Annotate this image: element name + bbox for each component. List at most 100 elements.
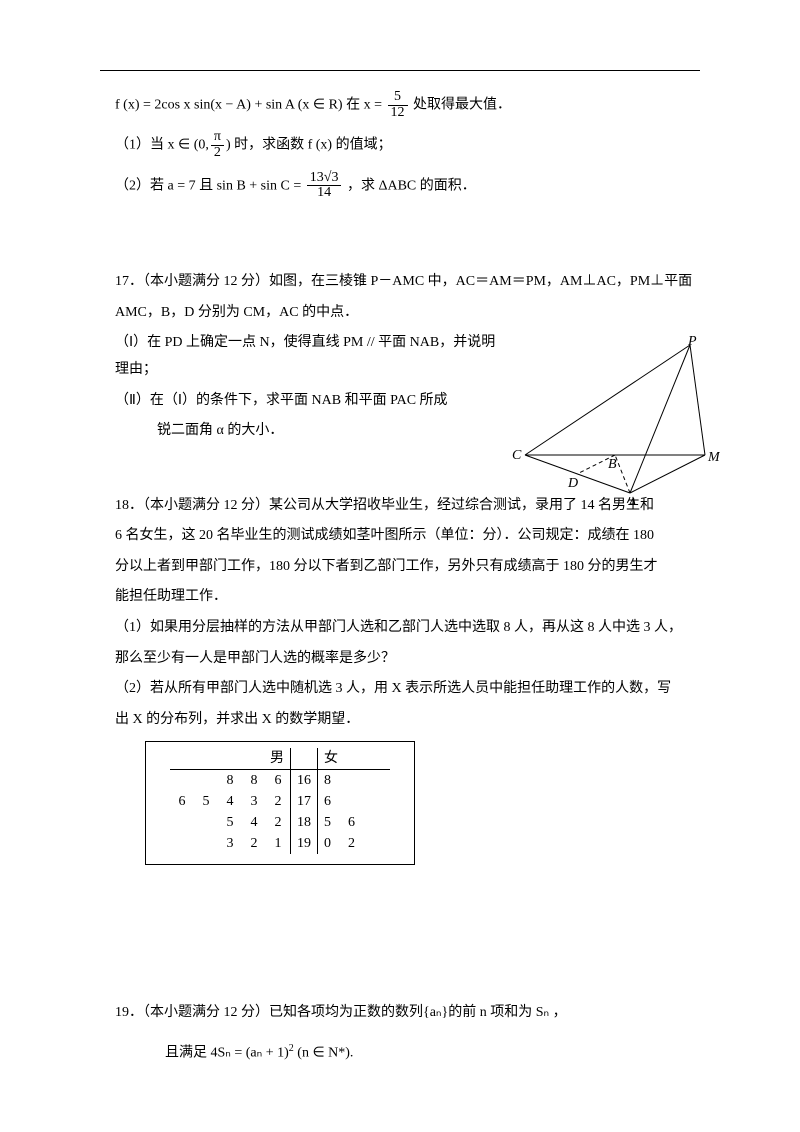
q19-l2-pre: 且满足 4Sₙ = (aₙ + 1) [165,1045,289,1060]
q16-p2-post: ，求 ΔABC 的面积． [347,178,476,193]
content: f (x) = 2cos x sin(x − A) + sin A (x ∈ R… [115,90,700,1067]
cell-left: 6 [170,791,194,812]
q16-p1: （1）当 x ∈ (0, π 2 ) 时，求函数 f (x) 的值域； [115,130,700,160]
cell-right [342,770,366,792]
cell-left: 4 [242,812,266,833]
cell-left: 2 [242,833,266,854]
cell-right: 6 [318,791,343,812]
cell-left: 4 [218,791,242,812]
cell-left [170,770,194,792]
top-rule [100,70,700,71]
stem-leaf-box: 男 女 8861686543217654218563211902 [145,741,415,865]
cell-right [366,812,390,833]
cell-left [170,833,194,854]
gap [115,876,700,996]
q17-diagram: P C M A B D [510,335,720,505]
q16-p1-frac: π 2 [211,130,224,160]
frac-num: π [211,130,224,146]
q19-l2-post: (n ∈ N*). [294,1045,354,1060]
cell-left [194,833,218,854]
cell-left [170,812,194,833]
table-row: 886168 [170,770,390,792]
q16-func-line: f (x) = 2cos x sin(x − A) + sin A (x ∈ R… [115,90,700,120]
frac-den: 12 [388,106,408,121]
cell-left: 8 [218,770,242,792]
exam-page: f (x) = 2cos x sin(x − A) + sin A (x ∈ R… [0,0,800,1132]
q16-p1-post: ) 时，求函数 f (x) 的值域； [226,138,392,153]
cell-left: 8 [242,770,266,792]
q18: 18．（本小题满分 12 分）某公司从大学招收毕业生，经过综合测试，录用了 14… [115,493,700,876]
cell-stem: 18 [291,812,318,833]
q19-l2: 且满足 4Sₙ = (aₙ + 1)2 (n ∈ N*). [165,1039,700,1067]
q16-func: f (x) = 2cos x sin(x − A) + sin A (x ∈ R… [115,97,343,112]
cell-right [342,791,366,812]
q16-frac: 5 12 [388,90,408,120]
table-row: 3211902 [170,833,390,854]
q19-l1-post: 的前 n 项和为 Sₙ ， [448,1005,566,1020]
q17-l5: 锐二面角 α 的大小． [115,418,505,445]
q16-p1-pre: （1）当 [115,138,164,153]
cell-left: 2 [266,812,291,833]
q18-l3: 分以上者到甲部门工作，180 分以下者到乙部门工作，另外只有成绩高于 180 分… [115,554,700,581]
cell-right: 0 [318,833,343,854]
cell-left [194,812,218,833]
frac-num: 5 [388,90,408,106]
q18-l7: （2）若从所有甲部门人选中随机选 3 人，用 X 表示所选人员中能担任助理工作的… [115,676,700,703]
lbl-M: M [707,450,720,465]
q17-l3: （Ⅰ）在 PD 上确定一点 N，使得直线 PM // 平面 NAB，并说明理由； [115,330,505,383]
cell-right: 2 [342,833,366,854]
lbl-B: B [608,457,617,472]
hdr-m: 男 [170,748,291,770]
frac-den: 14 [307,186,342,201]
q18-l8: 出 X 的分布列，并求出 X 的数学期望． [115,707,700,734]
lbl-P: P [687,335,697,349]
sl-body: 8861686543217654218563211902 [170,770,390,855]
q18-l5: （1）如果用分层抽样的方法从甲部门人选和乙部门人选中选取 8 人，再从这 8 人… [115,615,700,642]
q17-l2: AMC，B，D 分别为 CM，AC 的中点． [115,300,700,327]
q18-l6: 那么至少有一人是甲部门人选的概率是多少？ [115,646,700,673]
q16-p2-pre: （2）若 a = 7 且 sin B + sin C = [115,178,301,193]
cell-right [366,770,390,792]
cell-stem: 17 [291,791,318,812]
q16-t2: 处取得最大值． [413,97,511,112]
cell-left: 5 [218,812,242,833]
q19-l1-pre: 19．（本小题满分 12 分）已知各项均为正数的数列 [115,1005,423,1020]
cell-left: 6 [266,770,291,792]
pyramid-svg: P C M A B D [510,335,720,505]
q16-xeq: x = [364,97,382,112]
q19-l1-mid: {aₙ} [423,1005,448,1020]
q18-l4: 能担任助理工作． [115,584,700,611]
q16-t1: 在 [346,97,360,112]
q18-l2: 6 名女生，这 20 名毕业生的测试成绩如茎叶图所示（单位：分）．公司规定：成绩… [115,523,700,550]
lbl-A: A [627,496,637,505]
cell-left: 1 [266,833,291,854]
q16-p2: （2）若 a = 7 且 sin B + sin C = 13√3 14 ，求 … [115,171,700,201]
q19: 19．（本小题满分 12 分）已知各项均为正数的数列{aₙ}的前 n 项和为 S… [115,1000,700,1067]
gap [115,205,700,265]
q17-l1: 17．（本小题满分 12 分）如图，在三棱锥 P－AMC 中，AC＝AM＝PM，… [115,269,700,296]
hdr-stem [291,748,318,770]
cell-left: 5 [194,791,218,812]
cell-stem: 16 [291,770,318,792]
cell-left: 3 [218,833,242,854]
cell-right: 8 [318,770,343,792]
frac-den: 2 [211,146,224,161]
cell-stem: 19 [291,833,318,854]
table-row: 5421856 [170,812,390,833]
hdr-f: 女 [318,748,391,770]
table-row: 65432176 [170,791,390,812]
q16-p1-cond-pre: x ∈ (0, [168,138,209,153]
stem-leaf-table: 男 女 8861686543217654218563211902 [170,748,390,854]
cell-left: 3 [242,791,266,812]
cell-right: 6 [342,812,366,833]
lbl-D: D [567,476,578,491]
cell-left: 2 [266,791,291,812]
sl-header: 男 女 [170,748,390,770]
cell-right [366,791,390,812]
q17-l4: （Ⅱ）在（Ⅰ）的条件下，求平面 NAB 和平面 PAC 所成 [115,388,505,415]
frac-num: 13√3 [307,171,342,187]
cell-right [366,833,390,854]
q19-l1: 19．（本小题满分 12 分）已知各项均为正数的数列{aₙ}的前 n 项和为 S… [115,1000,700,1027]
lbl-C: C [512,448,522,463]
q16-p2-frac: 13√3 14 [307,171,342,201]
